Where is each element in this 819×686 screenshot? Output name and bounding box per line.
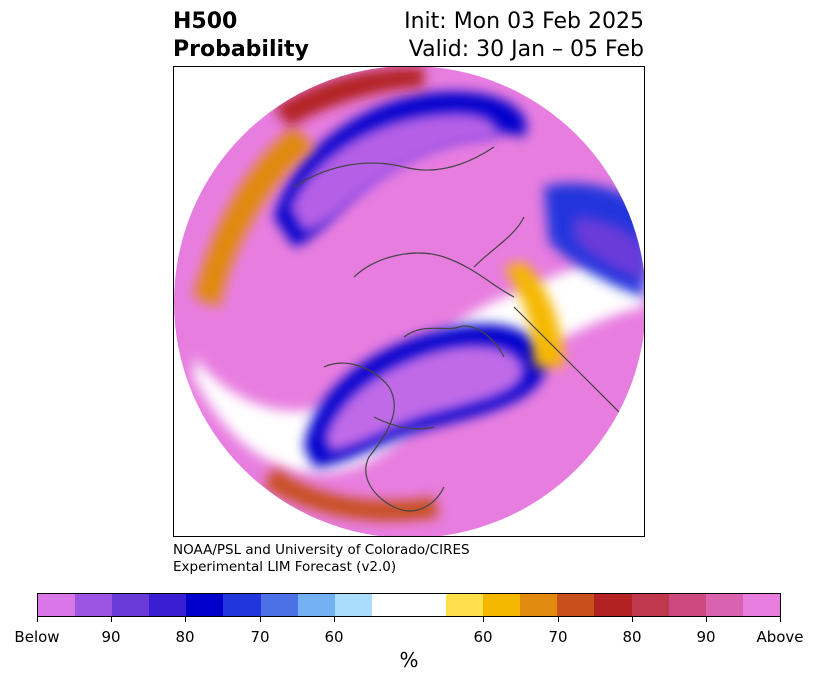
colorbar-tick	[334, 617, 335, 622]
colorbar-cell	[742, 594, 780, 616]
colorbar-cell	[75, 594, 113, 616]
colorbar-cell	[297, 594, 335, 616]
colorbar-tick-label: 90	[101, 628, 121, 646]
colorbar-cell	[223, 594, 261, 616]
colorbar-tick-label: Below	[14, 628, 60, 646]
polar-map	[174, 67, 644, 536]
colorbar-tick	[706, 617, 707, 622]
colorbar-cell	[38, 594, 76, 616]
credit-line1: NOAA/PSL and University of Colorado/CIRE…	[173, 542, 470, 558]
colorbar-tick-label: 70	[548, 628, 568, 646]
below-core-america	[324, 344, 525, 452]
colorbar-cell	[668, 594, 706, 616]
colorbar-tick-label: 60	[324, 628, 344, 646]
colorbar-tick-label: 90	[696, 628, 716, 646]
title-right: Init: Mon 03 Feb 2025 Valid: 30 Jan – 05…	[404, 8, 644, 64]
title-type: Probability	[173, 37, 309, 62]
colorbar-tick	[558, 617, 559, 622]
colorbar-tick	[632, 617, 633, 622]
valid-range: Valid: 30 Jan – 05 Feb	[408, 37, 644, 62]
colorbar-cell	[557, 594, 595, 616]
colorbar-cell	[705, 594, 743, 616]
colorbar-cell	[483, 594, 521, 616]
colorbar	[37, 593, 781, 617]
colorbar-units: %	[399, 648, 419, 672]
above-edge-west	[194, 127, 314, 307]
colorbar-cell	[594, 594, 632, 616]
colorbar-tick	[260, 617, 261, 622]
colorbar-tick-label: Above	[756, 628, 804, 646]
colorbar-tick-label: 70	[250, 628, 270, 646]
below-core-arctic	[289, 112, 498, 232]
colorbar-tick-label: 80	[622, 628, 642, 646]
colorbar-tick	[185, 617, 186, 622]
colorbar-cell	[334, 594, 372, 616]
colorbar-tick	[780, 617, 781, 622]
colorbar-tick-label: 80	[175, 628, 195, 646]
colorbar-tick-label: 60	[473, 628, 493, 646]
colorbar-cell	[520, 594, 558, 616]
colorbar-tick	[483, 617, 484, 622]
colorbar-cell	[186, 594, 224, 616]
colorbar-tick	[37, 617, 38, 622]
above-edge-north	[274, 67, 424, 127]
colorbar-cell	[371, 594, 409, 616]
credit-line2: Experimental LIM Forecast (v2.0)	[173, 559, 397, 575]
colorbar-tick	[111, 617, 112, 622]
colorbar-cell	[260, 594, 298, 616]
init-date: Init: Mon 03 Feb 2025	[404, 9, 644, 34]
below-core-europe	[574, 217, 644, 282]
colorbar-cell	[631, 594, 669, 616]
colorbar-cell	[149, 594, 187, 616]
title-variable: H500	[173, 9, 238, 34]
title-left: H500 Probability	[173, 8, 309, 64]
credit: NOAA/PSL and University of Colorado/CIRE…	[173, 542, 470, 576]
above-edge-atlantic	[504, 262, 564, 367]
map-panel	[173, 66, 645, 537]
colorbar-cell	[112, 594, 150, 616]
colorbar-cell	[446, 594, 484, 616]
colorbar-cell	[408, 594, 447, 616]
